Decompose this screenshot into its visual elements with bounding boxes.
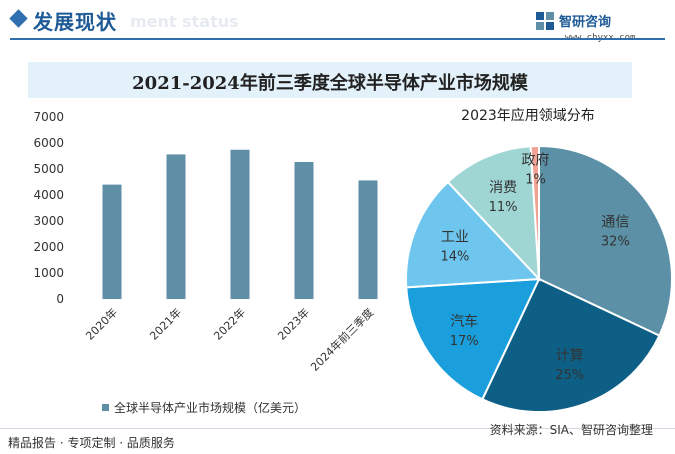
brand-logo-icon <box>536 12 554 30</box>
pie-slice-label: 消费 <box>489 180 517 196</box>
y-tick-label: 7000 <box>33 110 64 124</box>
brand-name: 智研咨询 <box>559 15 612 30</box>
x-tick-label: 2022年 <box>211 305 248 342</box>
footer-rule <box>0 428 675 429</box>
bar <box>166 154 186 299</box>
chart-title: 2021-2024年前三季度全球半导体产业市场规模 <box>132 73 528 94</box>
pie-slice-value: 14% <box>440 250 469 265</box>
x-tick-label: 2023年 <box>275 305 312 342</box>
pie-slice-label: 政府 <box>522 153 550 169</box>
pie-slice-label: 通信 <box>601 215 629 231</box>
pie-slice-value: 11% <box>489 200 518 215</box>
x-tick-label: 2024年前三季度 <box>308 305 377 374</box>
bar <box>294 161 314 299</box>
pie-slice-value: 1% <box>525 173 546 188</box>
pie-slice <box>405 180 542 289</box>
pie-title: 2023年应用领域分布 <box>461 107 595 124</box>
pie-slice <box>538 144 673 337</box>
pie-slice-label: 汽车 <box>450 313 478 330</box>
footer-tagline: 精品报告 · 专项定制 · 品质服务 <box>8 436 175 450</box>
pie-slice <box>529 144 540 280</box>
legend-label: 全球半导体产业市场规模（亿美元） <box>114 400 306 415</box>
x-tick-label: 2021年 <box>147 305 184 342</box>
chart-title-band: 2021-2024年前三季度全球半导体产业市场规模 <box>28 62 632 98</box>
bar <box>102 184 122 299</box>
bar <box>230 149 250 299</box>
y-tick-label: 5000 <box>33 162 64 176</box>
legend-swatch <box>102 404 109 411</box>
header-rule <box>10 38 665 40</box>
pie-slice <box>446 145 541 282</box>
pie-slice-value: 17% <box>450 334 479 349</box>
y-tick-label: 6000 <box>33 136 64 150</box>
pie-slice <box>405 277 541 401</box>
header: ment status 发展现状 智研咨询 www.chyxx.com <box>0 0 675 43</box>
y-tick-label: 0 <box>56 292 64 306</box>
y-tick-label: 1000 <box>33 266 64 280</box>
header-ghost-text: ment status <box>130 12 239 31</box>
page-title: 发展现状 <box>33 10 117 34</box>
pie-slice <box>481 277 661 413</box>
x-tick-label: 2020年 <box>83 305 120 342</box>
pie-slice-value: 32% <box>601 235 630 250</box>
bar <box>358 180 378 299</box>
pie-slice-label: 工业 <box>441 230 469 246</box>
pie-slice-value: 25% <box>555 368 584 383</box>
y-tick-label: 3000 <box>33 214 64 228</box>
pie-slice-label: 计算 <box>556 348 584 364</box>
y-tick-label: 2000 <box>33 240 64 254</box>
y-tick-label: 4000 <box>33 188 64 202</box>
source-note: 资料来源：SIA、智研咨询整理 <box>489 423 653 437</box>
